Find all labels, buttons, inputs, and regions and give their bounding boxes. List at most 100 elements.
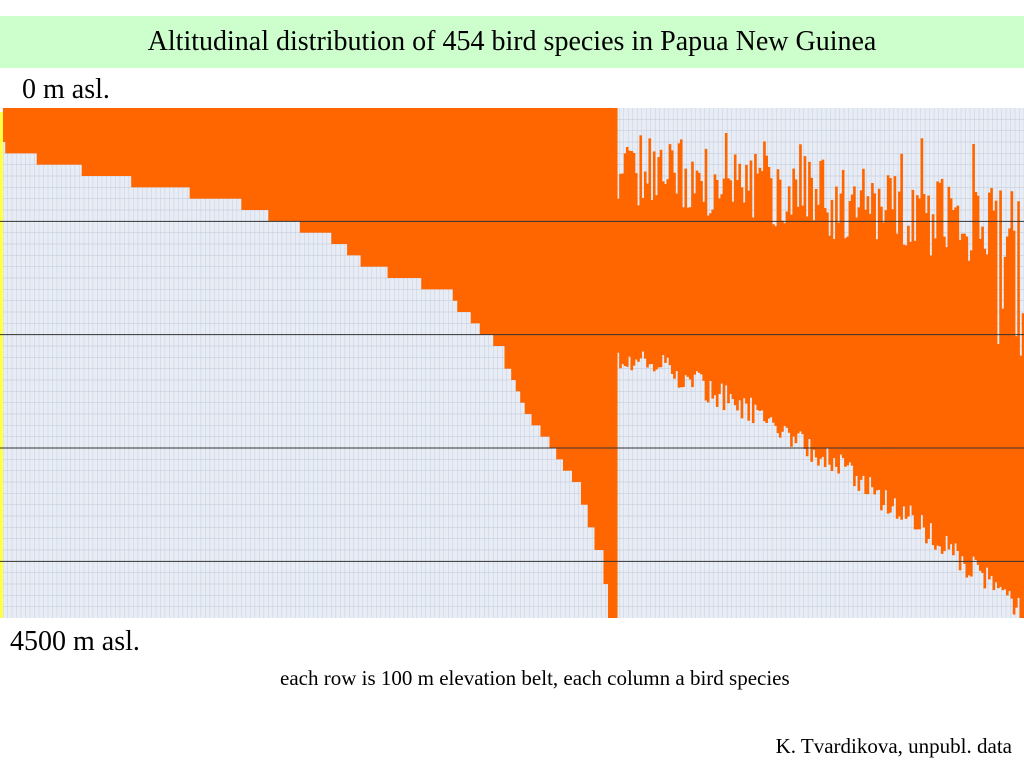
species-range-bar (1010, 191, 1014, 599)
species-range-bar (792, 168, 796, 437)
species-range-bar (1012, 230, 1016, 615)
species-range-bar (767, 166, 771, 419)
species-range-bar (756, 173, 760, 411)
species-range-bar (637, 205, 640, 362)
species-range-bar (992, 210, 996, 591)
species-range-bar (918, 198, 921, 530)
species-range-bar (844, 238, 847, 467)
species-range-bar (902, 244, 906, 507)
species-range-bar (652, 151, 656, 372)
species-range-bar (826, 212, 829, 448)
species-range-bar (970, 250, 973, 577)
species-range-bar (846, 236, 849, 466)
species-range-bar (783, 223, 787, 426)
species-range-bar (3, 108, 6, 142)
species-range-bar (760, 171, 764, 411)
species-range-bar (587, 108, 596, 528)
species-range-bar (347, 108, 362, 256)
species-range-bar (787, 186, 791, 433)
species-range-bar (733, 154, 737, 406)
species-range-bar (763, 141, 766, 422)
species-range-bar (646, 183, 649, 368)
species-range-bar (817, 204, 820, 466)
species-range-bar (758, 167, 762, 411)
species-range-bar (965, 236, 969, 578)
species-range-bar (623, 153, 627, 367)
species-range-bar (772, 224, 775, 423)
species-range-bar (778, 179, 782, 438)
species-range-bar (688, 207, 692, 380)
species-range-bar (954, 207, 957, 544)
species-range-bar (511, 108, 517, 380)
species-range-bar (967, 260, 971, 576)
species-range-bar (648, 138, 652, 365)
species-range-bar (657, 157, 661, 368)
species-range-bar (697, 172, 701, 373)
species-range-bar (785, 211, 789, 428)
species-range-bar (515, 108, 521, 392)
species-range-bar (976, 195, 980, 565)
species-range-bar (628, 150, 631, 357)
species-range-bar (731, 201, 735, 400)
species-range-bar (862, 168, 865, 476)
left-axis-accent (0, 112, 3, 618)
species-range-bar (873, 193, 876, 495)
species-range-bar (632, 152, 636, 366)
species-range-bar (670, 150, 674, 374)
species-range-bar (765, 155, 769, 423)
species-range-bar (938, 182, 942, 547)
species-range-bar (979, 238, 982, 571)
species-range-bar (832, 239, 836, 459)
species-range-bar (1008, 228, 1011, 592)
species-range-bar (925, 213, 928, 544)
species-range-bar (331, 108, 348, 244)
species-range-bar (796, 206, 800, 434)
species-range-bar (835, 186, 838, 467)
species-range-bar (907, 225, 910, 517)
species-range-bar (1021, 313, 1024, 618)
species-range-bar (594, 108, 605, 550)
species-range-bar (713, 174, 717, 396)
species-range-bar (702, 201, 706, 381)
species-range-bar (1003, 256, 1007, 590)
species-range-bar (641, 197, 645, 352)
species-range-bar (886, 175, 890, 514)
species-range-bar (956, 205, 960, 551)
species-range-bar (972, 144, 975, 557)
species-range-bar (5, 108, 38, 154)
species-range-bar (931, 214, 935, 546)
species-range-bar (875, 239, 879, 491)
species-range-bar (922, 194, 926, 528)
chart-caption: each row is 100 m elevation belt, each c… (280, 666, 790, 690)
species-range-bar (920, 138, 924, 515)
species-range-bar (909, 241, 912, 506)
species-range-bar (524, 108, 533, 414)
species-range-bar (884, 210, 888, 491)
species-range-bar (360, 108, 389, 267)
species-range-bar (961, 233, 964, 557)
species-range-bar (36, 108, 83, 165)
species-range-bar (621, 173, 625, 365)
species-range-bar (936, 181, 939, 546)
species-range-bar (754, 153, 757, 405)
species-range-bar (619, 173, 622, 369)
species-range-bar (850, 194, 854, 466)
species-range-bar (882, 222, 885, 505)
species-range-bar (700, 180, 703, 375)
species-range-bar (556, 108, 564, 460)
species-range-bar (952, 210, 955, 556)
species-range-bar (749, 160, 753, 398)
species-range-bar (877, 188, 881, 490)
species-range-bar (810, 177, 813, 462)
species-range-bar (691, 161, 694, 388)
species-range-bar (790, 214, 793, 447)
species-range-bar (722, 178, 726, 411)
species-range-bar (839, 193, 843, 455)
species-range-bar (241, 108, 269, 210)
species-range-bar (679, 139, 683, 388)
species-range-bar (711, 209, 715, 399)
species-range-bar (562, 108, 573, 471)
species-range-bar (549, 108, 557, 448)
species-range-bar (729, 180, 733, 395)
species-range-bar (740, 187, 744, 419)
